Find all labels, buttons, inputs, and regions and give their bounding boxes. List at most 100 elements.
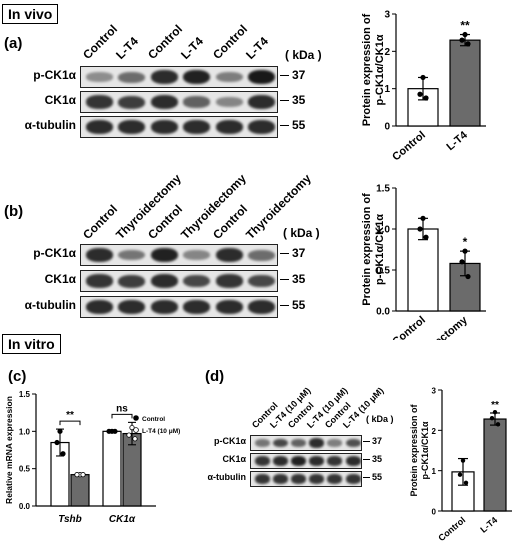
bar (102, 430, 122, 507)
bar (449, 39, 481, 127)
y-tick-label: 3 (432, 387, 437, 396)
data-point (462, 31, 468, 38)
blot-band (345, 474, 361, 484)
data-point (80, 472, 86, 478)
lane-label: Control (145, 21, 186, 62)
y-tick-label: 3 (384, 10, 390, 21)
y-axis-label-line: p-CK1α/CK1α (374, 214, 386, 285)
blot-band (291, 456, 306, 466)
significance-bracket (59, 420, 81, 426)
blot-band (215, 248, 243, 262)
mw-marker: 35 (279, 272, 306, 286)
lane-label: Control (210, 21, 251, 62)
blot-band (118, 300, 146, 314)
blot-band (345, 456, 361, 466)
blot-band (291, 474, 306, 484)
mw-marker: 37 (279, 68, 306, 82)
mw-marker: 37 (362, 436, 383, 446)
bar (483, 418, 507, 512)
bar (70, 474, 90, 507)
blot-band (215, 120, 243, 134)
data-point (459, 37, 465, 43)
data-point (492, 409, 498, 415)
data-point (54, 439, 60, 446)
y-axis-label: Relative mRNA expression (4, 396, 14, 504)
y-tick-label: 1.5 (19, 390, 31, 399)
significance-label: ** (460, 19, 470, 33)
data-point (423, 95, 429, 101)
data-point (495, 422, 501, 427)
blot-strip (80, 116, 278, 138)
blot-row-label: CK1α (44, 93, 76, 107)
y-tick-label: 2 (384, 47, 390, 58)
data-point (463, 480, 469, 485)
y-tick-label: 2 (432, 427, 437, 436)
blot-band (150, 247, 178, 263)
chart-c-grouped-bar-plot: 0.0 0.5 1.0 1.5 Relative mRNA expression Tshb… (4, 390, 180, 525)
data-point (417, 226, 423, 232)
blot-strip (80, 66, 278, 88)
blot-band (150, 274, 178, 288)
blot-band (309, 474, 325, 484)
x-tick-label: Control (436, 515, 467, 543)
blot-band (85, 300, 113, 314)
blot-band (254, 456, 270, 466)
bar (449, 262, 481, 312)
y-axis-label-line: p-CK1α/CK1α (374, 34, 386, 105)
blot-band (254, 474, 270, 484)
lane-label: L-T4 (112, 34, 141, 62)
mw-marker: 55 (279, 118, 306, 132)
blot-strip (80, 244, 278, 266)
blot-band (327, 439, 343, 447)
y-axis-label-line: Protein expression of (409, 403, 419, 496)
blot-row-label: p-CK1α (33, 246, 76, 260)
blot-band (118, 120, 146, 134)
blot-band (248, 95, 276, 109)
y-tick-label: 0.5 (19, 465, 31, 474)
lane-label: L-T4 (242, 34, 271, 62)
legend-marker (133, 427, 139, 433)
significance-label: ns (116, 403, 128, 414)
panel-b-label: (b) (4, 203, 24, 220)
blot-band (248, 274, 276, 288)
y-tick-label: 1 (432, 467, 437, 476)
y-tick-label: 0 (384, 122, 390, 133)
blot-band (183, 120, 211, 134)
x-tick-label: CK1α (109, 514, 136, 525)
data-point (60, 451, 66, 457)
y-tick-label: 1.0 (19, 427, 31, 436)
x-tick-label: Control (390, 314, 428, 340)
blot-row-label: α-tubulin (24, 118, 76, 132)
blot-band (215, 274, 243, 288)
y-tick-label: 0.0 (376, 307, 390, 318)
blot-band (248, 69, 276, 85)
data-point (459, 259, 465, 265)
blot-band (183, 274, 211, 288)
x-tick-label: L-T4 (444, 129, 470, 154)
blot-band (183, 300, 211, 314)
data-point (420, 74, 426, 81)
blot-band (254, 439, 270, 447)
data-point (457, 472, 463, 477)
significance-label: * (463, 235, 468, 249)
blot-strip (250, 453, 362, 469)
y-axis-label: Protein expression of p-CK1α/CK1α (409, 403, 430, 496)
lane-label: Control (80, 201, 121, 242)
legend-label: Control (142, 416, 165, 423)
blot-band (150, 120, 178, 134)
data-point (126, 432, 132, 438)
section-invitro-label: In vitro (2, 334, 61, 354)
data-point (74, 472, 80, 478)
blot-band (183, 69, 211, 85)
blot-band (327, 456, 343, 466)
data-point (465, 273, 471, 280)
legend-label: L-T4 (10 μM) (142, 428, 180, 435)
bar (407, 228, 439, 312)
data-point (417, 91, 423, 97)
blot-band (291, 439, 306, 447)
blot-row-label: p-CK1α (33, 68, 76, 82)
blot-row-label: p-CK1α (213, 436, 246, 446)
blot-band (248, 249, 276, 261)
blot-band (118, 71, 146, 83)
